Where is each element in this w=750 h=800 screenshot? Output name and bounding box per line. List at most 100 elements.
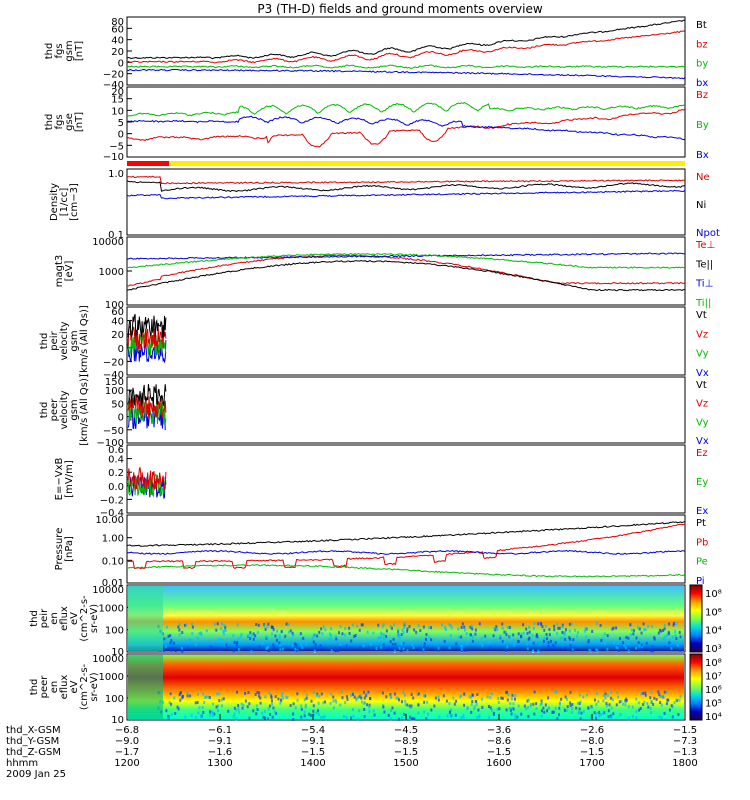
spectrogram-speckle: [222, 639, 225, 643]
spectrogram-speckle: [553, 624, 556, 628]
y-tick-label: 60: [111, 307, 124, 318]
spectrogram-speckle: [471, 639, 474, 643]
spectrogram-speckle: [225, 643, 228, 647]
spectrogram-speckle: [595, 648, 598, 652]
spectrogram-speckle: [240, 702, 243, 706]
spectrogram-speckle: [678, 631, 681, 635]
spectrogram-speckle: [382, 633, 385, 637]
spectrogram-speckle: [275, 638, 278, 642]
spectrogram-speckle: [460, 625, 463, 629]
spectrogram-speckle: [599, 623, 602, 627]
spectrogram-speckle: [197, 692, 200, 696]
legend-label: Vt: [696, 310, 707, 321]
spectrogram-speckle: [476, 716, 479, 720]
x-annotation-value: −6.1: [208, 725, 232, 736]
spectrogram-speckle: [237, 647, 240, 651]
spectrogram-speckle: [266, 625, 269, 629]
y-tick-label: −20: [103, 357, 124, 368]
spectrogram-speckle: [423, 710, 426, 714]
spectrogram-speckle: [258, 691, 261, 695]
spectrogram-speckle: [232, 634, 235, 638]
legend-label: Bt: [696, 20, 707, 31]
spectrogram-speckle: [270, 694, 273, 698]
series-line: [127, 384, 167, 407]
spectrogram-speckle: [291, 644, 294, 648]
spectrogram-speckle: [550, 639, 553, 643]
spectrogram-speckle: [319, 644, 322, 648]
spectrogram-speckle: [471, 635, 474, 639]
spectrogram-speckle: [563, 709, 566, 713]
spectrogram-speckle: [575, 634, 578, 638]
spectrogram-speckle: [561, 630, 564, 634]
spectrogram-speckle: [382, 643, 385, 647]
spectrogram-speckle: [513, 697, 516, 701]
spectrogram-speckle: [672, 623, 675, 627]
spectrogram-speckle: [322, 715, 325, 719]
spectrogram-speckle: [250, 649, 253, 653]
spectrogram-speckle: [557, 640, 560, 644]
spectrogram-speckle: [194, 701, 197, 705]
spectrogram-speckle: [474, 632, 477, 636]
spectrogram-speckle: [287, 630, 290, 634]
spectrogram-speckle: [457, 627, 460, 631]
y-axis-label-line: velocity: [59, 390, 70, 429]
spectrogram-speckle: [520, 632, 523, 636]
spectrogram-speckle: [368, 710, 371, 714]
spectrogram-speckle: [209, 710, 212, 714]
spectrogram-speckle: [450, 708, 453, 712]
y-tick-label: 50: [111, 399, 124, 410]
spectrogram-speckle: [237, 637, 240, 641]
spectrogram-speckle: [278, 641, 281, 645]
spectrogram-speckle: [244, 691, 247, 695]
spectrogram-speckle: [595, 621, 598, 625]
spectrogram-speckle: [354, 634, 357, 638]
spectrogram-speckle: [632, 632, 635, 636]
spectrogram-speckle: [361, 623, 364, 627]
spectrogram-speckle: [617, 695, 620, 699]
spectrogram-speckle: [236, 623, 239, 627]
spectrogram-speckle: [642, 691, 645, 695]
spectrogram-speckle: [602, 699, 605, 703]
spectrogram-speckle: [265, 635, 268, 639]
y-axis-label-line: [1/cc]: [59, 188, 70, 217]
panel-frame: [126, 16, 686, 86]
status-bar-slow: [169, 161, 685, 166]
spectrogram-speckle: [280, 630, 283, 634]
legend-label: Vy: [696, 417, 709, 428]
spectrogram-speckle: [514, 716, 517, 720]
y-axis-label-line: Density: [49, 183, 60, 221]
spectrogram-speckle: [255, 623, 258, 627]
spectrogram-speckle: [609, 690, 612, 694]
y-axis-label-line: [nT]: [74, 41, 85, 61]
spectrogram-speckle: [556, 717, 559, 721]
spectrogram-speckle: [627, 649, 630, 653]
spectrogram-speckle: [322, 625, 325, 629]
spectrogram-speckle: [292, 634, 295, 638]
spectrogram-speckle: [350, 693, 353, 697]
spectrogram-speckle: [324, 700, 327, 704]
spectrogram-speckle: [328, 637, 331, 641]
x-annotation-value: −1.5: [673, 725, 697, 736]
x-annotation-value: −8.6: [487, 736, 511, 747]
spectrogram-speckle: [649, 706, 652, 710]
spectrogram-speckle: [558, 702, 561, 706]
spectrogram-speckle: [203, 701, 206, 705]
spectrogram-speckle: [258, 694, 261, 698]
spectrogram-speckle: [188, 638, 191, 642]
spectrogram-speckle: [346, 697, 349, 701]
colorbar-label: 10⁸: [705, 589, 722, 600]
spectrogram-speckle: [267, 622, 270, 626]
spectrogram-speckle: [305, 693, 308, 697]
spectrogram-speckle: [224, 628, 227, 632]
spectrogram-speckle: [548, 706, 551, 710]
spectrogram-speckle: [660, 703, 663, 707]
y-axis-label-line: (cm^2-s-: [79, 663, 90, 710]
spectrogram-speckle: [460, 715, 463, 719]
x-annotation-value: 1800: [672, 758, 697, 769]
spectrogram-speckle: [390, 626, 393, 630]
spectrogram-speckle: [340, 690, 343, 694]
spectrogram-speckle: [395, 696, 398, 700]
spectrogram-speckle: [424, 694, 427, 698]
spectrogram-speckle: [194, 643, 197, 647]
